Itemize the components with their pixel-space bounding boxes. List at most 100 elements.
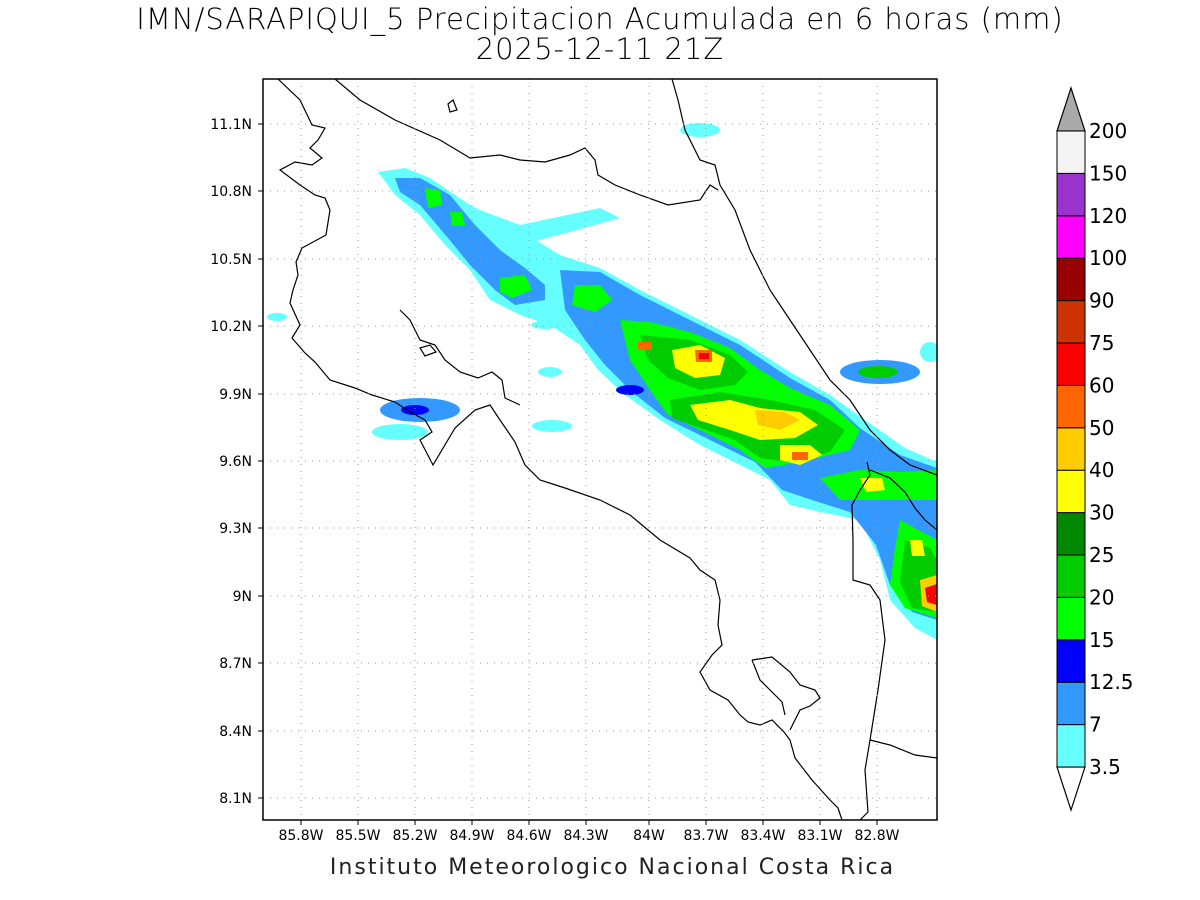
lat-label: 9.6N	[219, 454, 252, 470]
colorbar-segment	[1056, 342, 1086, 386]
colorbar-label: 20	[1089, 585, 1114, 609]
longitude-labels: 85.8W 85.5W 85.2W 84.9W 84.6W 84.3W 84W …	[278, 828, 899, 844]
precip-15	[500, 275, 532, 298]
colorbar-segment	[1056, 554, 1086, 598]
colorbar-label: 25	[1089, 543, 1114, 567]
latitude-labels: 11.1N 10.8N 10.5N 10.2N 9.9N 9.6N 9.3N 9…	[210, 117, 252, 807]
lat-label: 9.3N	[219, 521, 252, 537]
colorbar-segment	[1056, 596, 1086, 641]
precip-12.5	[401, 405, 429, 415]
colorbar-label: 50	[1089, 416, 1114, 440]
precip-30	[910, 540, 925, 556]
lake-nicaragua-shore	[334, 79, 719, 206]
map-title: IMN/SARAPIQUI_5 Precipitacion Acumulada …	[136, 2, 1064, 36]
costa-rica-panama-border	[851, 461, 886, 820]
colorbar-label: 120	[1089, 204, 1127, 228]
lake-island	[447, 99, 458, 113]
colorbar-segment	[1056, 681, 1086, 726]
lat-label: 8.7N	[219, 656, 252, 672]
colorbar-label: 150	[1089, 161, 1127, 185]
lon-label: 84.3W	[563, 828, 608, 844]
precip-3.5	[531, 321, 559, 329]
colorbar-label: 90	[1089, 289, 1114, 313]
precip-12.5	[616, 385, 644, 395]
nicaragua-coast	[277, 79, 843, 820]
colorbar-label: 30	[1089, 501, 1114, 525]
precip-40	[755, 410, 800, 430]
lon-label: 83.4W	[740, 828, 785, 844]
colorbar-segment	[1056, 427, 1086, 471]
lon-label: 82.8W	[854, 828, 899, 844]
colorbar-label: 12.5	[1089, 670, 1134, 694]
colorbar-label: 200	[1089, 119, 1127, 143]
colorbar-segment	[1056, 300, 1086, 344]
lat-label: 8.4N	[219, 724, 252, 740]
colorbar-label: 60	[1089, 373, 1114, 397]
precip-50	[792, 452, 808, 460]
colorbar: 3.5 7 12.5 15 20 25 30 40 50 60 75 90 100 120 150 200	[1056, 86, 1134, 812]
precip-3.5	[372, 424, 428, 440]
colorbar-label: 7	[1089, 713, 1102, 737]
colorbar-label: 3.5	[1089, 755, 1121, 779]
colorbar-segment	[1056, 512, 1086, 556]
lat-label: 9.9N	[219, 387, 252, 403]
colorbar-segment	[1056, 469, 1086, 514]
precip-20	[858, 366, 898, 378]
lon-label: 84.9W	[449, 828, 494, 844]
map-datetime: 2025-12-11 21Z	[475, 32, 725, 66]
lon-label: 83.1W	[797, 828, 842, 844]
osa-coast	[751, 659, 786, 716]
footer-credit: Instituto Meteorologico Nacional Costa R…	[329, 855, 896, 880]
lat-label: 11.1N	[210, 117, 252, 133]
precip-7	[395, 178, 545, 305]
lat-label: 10.2N	[210, 319, 252, 335]
colorbar-segment	[1056, 172, 1086, 217]
lon-label: 85.5W	[335, 828, 380, 844]
lon-label: 84W	[633, 828, 665, 844]
colorbar-segment	[1056, 215, 1086, 259]
panama-coast	[869, 739, 937, 759]
colorbar-label: 15	[1089, 628, 1114, 652]
gridlines	[263, 79, 937, 820]
lon-label: 84.6W	[506, 828, 551, 844]
lon-label: 83.7W	[683, 828, 728, 844]
precip-15	[450, 212, 465, 226]
osa-peninsula	[751, 656, 821, 731]
lat-label: 10.8N	[210, 184, 252, 200]
precip-15	[425, 188, 442, 208]
precip-3.5	[538, 367, 562, 377]
colorbar-label: 75	[1089, 331, 1114, 355]
colorbar-segment	[1056, 130, 1086, 174]
colorbar-bottom-arrow	[1056, 766, 1086, 812]
nicoya-island	[419, 344, 438, 357]
colorbar-top-arrow	[1056, 86, 1086, 132]
precip-30	[690, 400, 818, 440]
colorbar-segment	[1056, 257, 1086, 302]
nicoya-peninsula	[399, 309, 521, 406]
precip-15	[572, 285, 612, 312]
precip-60	[925, 584, 937, 605]
precip-3.5	[920, 342, 937, 362]
lon-label: 85.8W	[278, 828, 323, 844]
axis-ticks	[258, 123, 878, 825]
lat-label: 10.5N	[210, 252, 252, 268]
map-area	[263, 79, 937, 820]
colorbar-label: 40	[1089, 458, 1114, 482]
lat-label: 8.1N	[219, 791, 252, 807]
colorbar-label: 100	[1089, 246, 1127, 270]
colorbar-segment	[1056, 384, 1086, 429]
lat-label: 9N	[233, 589, 252, 605]
bocas-del-toro	[869, 469, 937, 531]
precip-band-main	[378, 168, 937, 640]
precip-3.5	[267, 313, 287, 321]
lon-label: 85.2W	[392, 828, 437, 844]
colorbar-segment	[1056, 639, 1086, 683]
map-frame	[262, 78, 938, 821]
precip-3.5	[680, 123, 720, 137]
precip-60	[699, 353, 709, 359]
colorbar-segment	[1056, 724, 1086, 768]
precip-50	[638, 342, 652, 350]
precip-isolated-cells	[267, 123, 937, 440]
precip-3.5	[532, 420, 572, 432]
